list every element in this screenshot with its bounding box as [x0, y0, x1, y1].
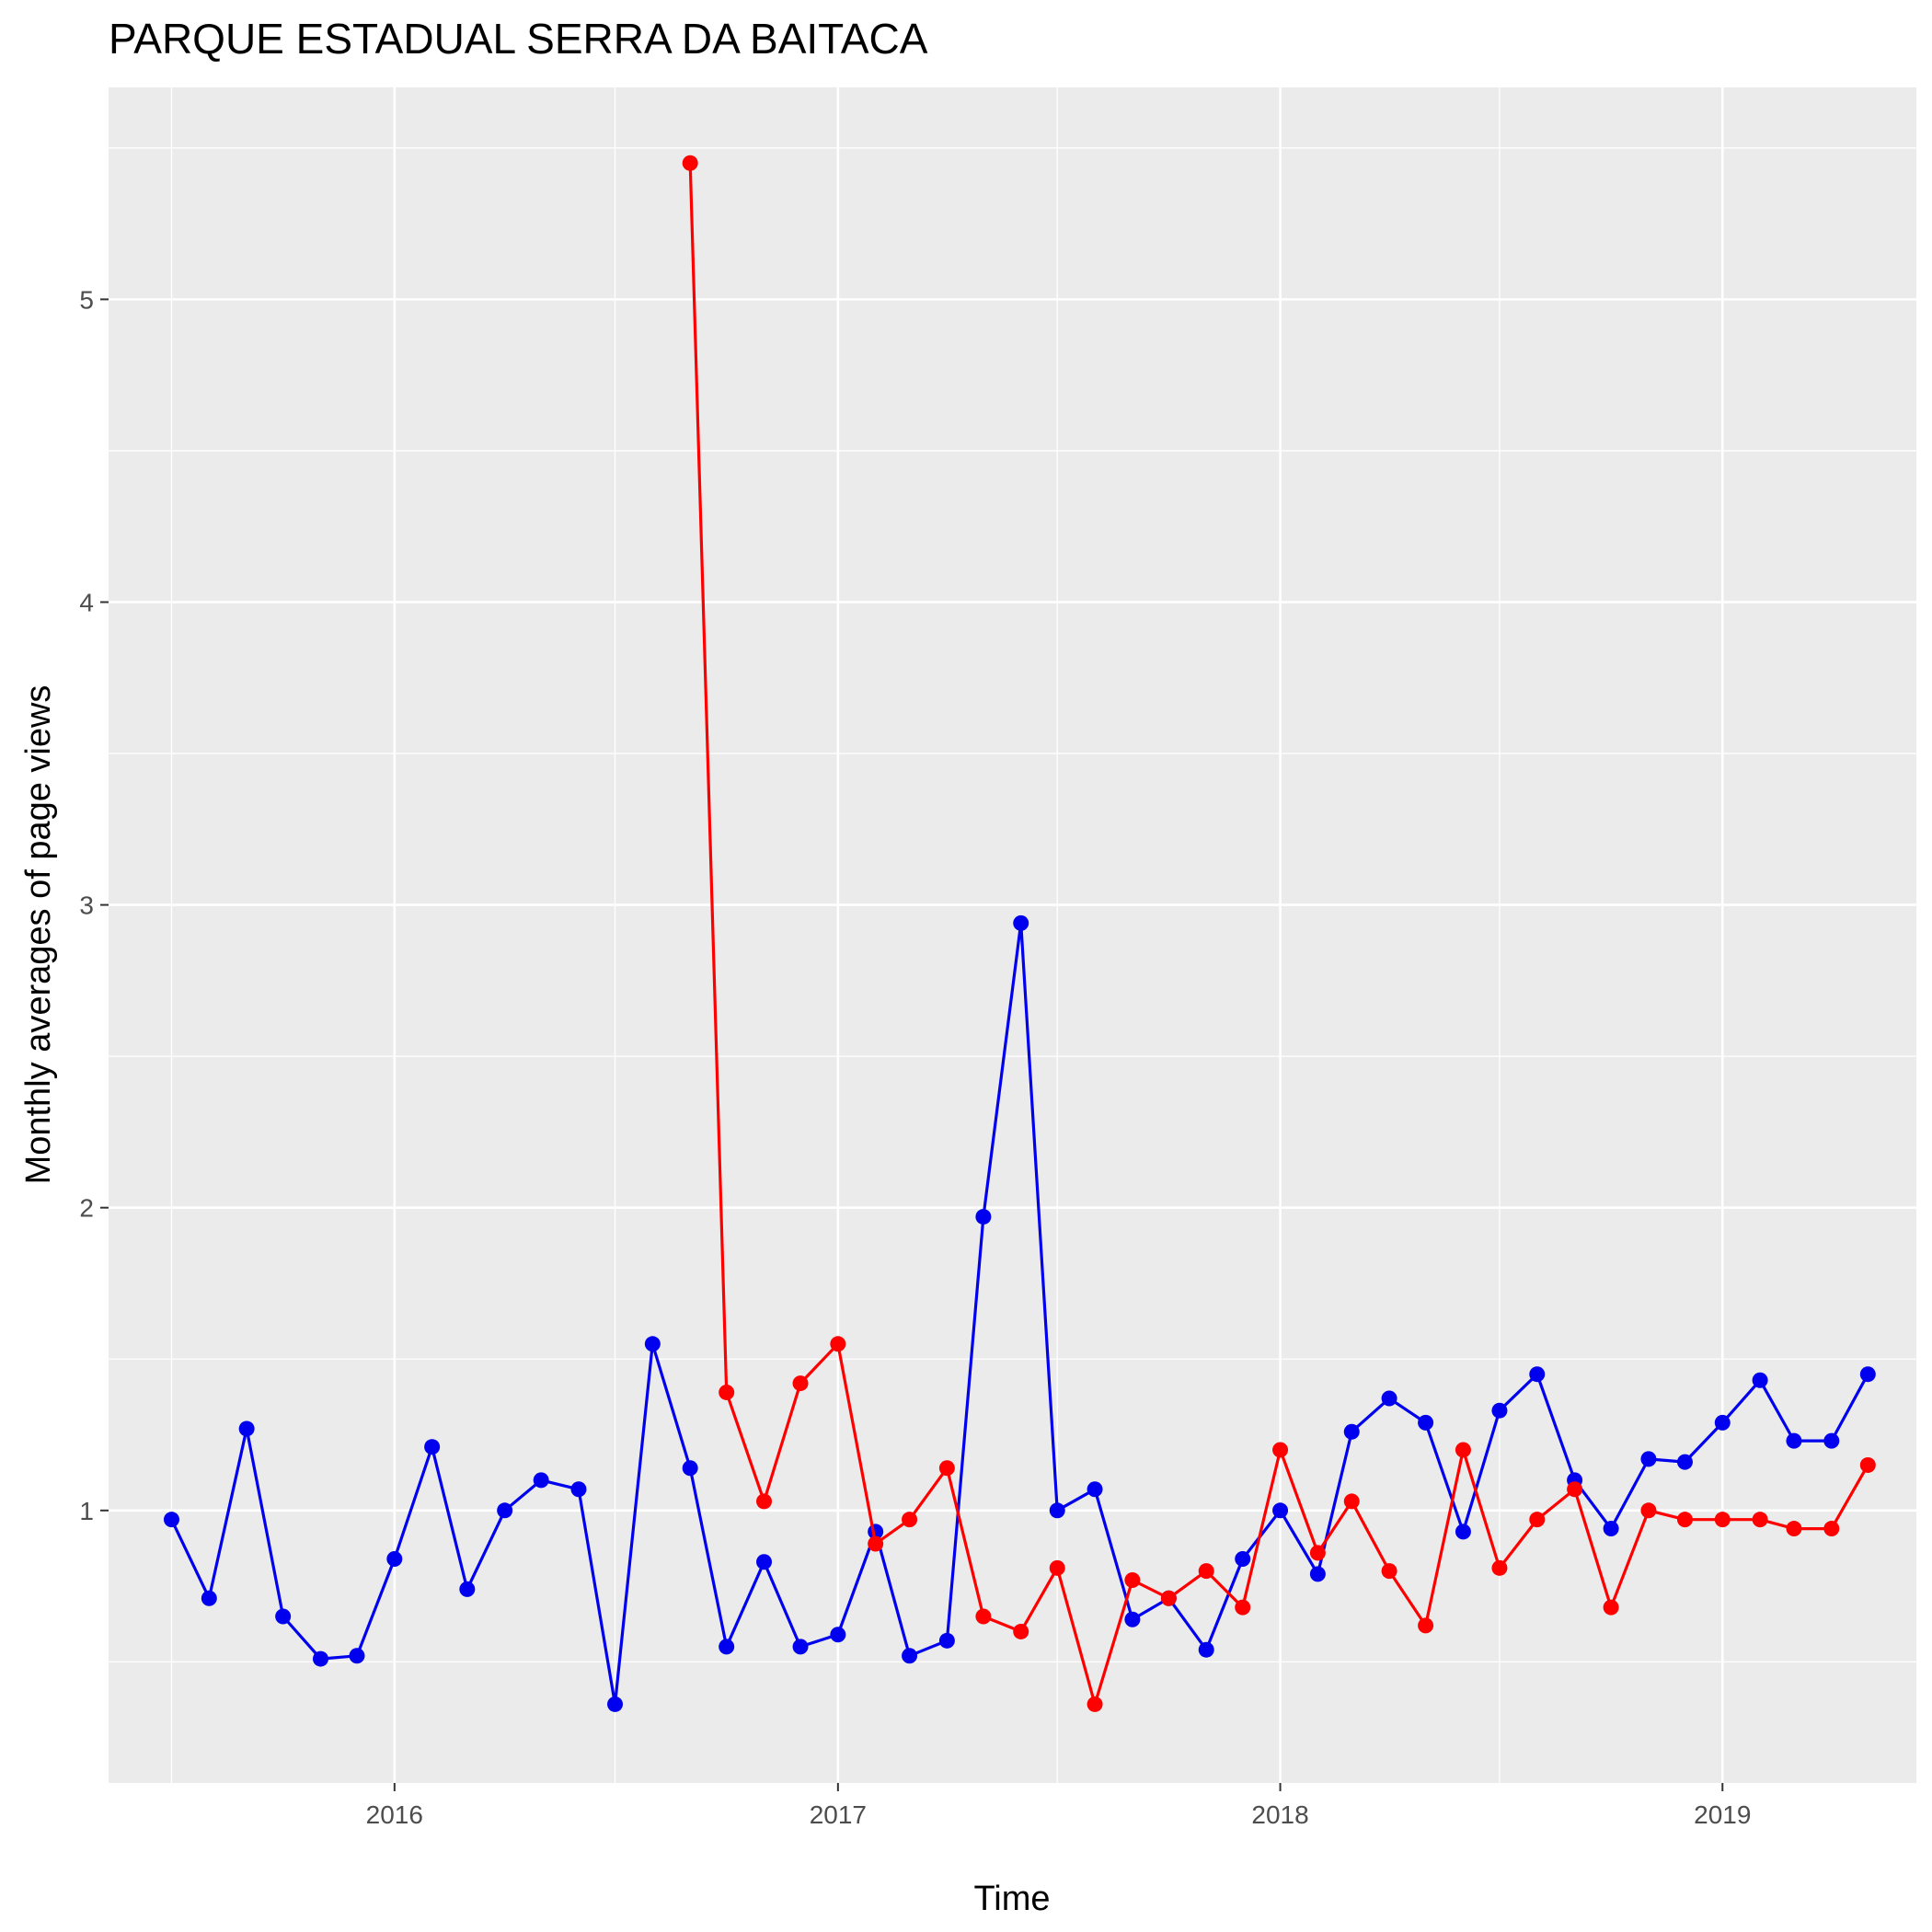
y-axis-title: Monthly averages of page views: [19, 685, 58, 1185]
data-point: [1013, 914, 1029, 931]
data-point: [868, 1535, 884, 1552]
data-point: [975, 1608, 992, 1625]
data-point: [1786, 1432, 1802, 1449]
data-point: [1235, 1599, 1251, 1616]
data-point: [1049, 1559, 1065, 1576]
data-point: [938, 1460, 955, 1477]
data-point: [1418, 1414, 1434, 1431]
data-point: [533, 1472, 549, 1489]
data-point: [1381, 1390, 1397, 1407]
data-point: [275, 1608, 292, 1625]
data-point: [1640, 1502, 1657, 1519]
data-point: [1455, 1442, 1471, 1458]
data-point: [902, 1648, 918, 1664]
data-point: [1235, 1550, 1251, 1567]
data-point: [1309, 1566, 1326, 1582]
data-point: [975, 1209, 992, 1225]
data-point: [201, 1590, 217, 1606]
y-tick-label: 2: [79, 1194, 94, 1223]
y-axis: 1 2 3 4 5: [79, 285, 109, 1525]
data-point: [682, 1460, 698, 1477]
data-point: [830, 1627, 846, 1643]
data-point: [756, 1493, 773, 1510]
data-point: [719, 1639, 735, 1655]
data-point: [1603, 1521, 1619, 1537]
series-layer: [163, 155, 1876, 1712]
data-point: [1343, 1493, 1360, 1510]
data-point: [312, 1650, 328, 1667]
data-point: [349, 1648, 365, 1664]
data-point: [1198, 1563, 1214, 1580]
data-point: [938, 1632, 955, 1649]
data-point: [1567, 1481, 1583, 1498]
data-point: [792, 1639, 809, 1655]
data-point: [1752, 1512, 1768, 1528]
data-point: [386, 1550, 403, 1567]
data-point: [1272, 1502, 1289, 1519]
data-point: [1640, 1451, 1657, 1467]
data-point: [1124, 1571, 1141, 1588]
data-point: [424, 1439, 441, 1455]
data-point: [570, 1481, 587, 1498]
data-point: [1124, 1611, 1141, 1627]
data-point: [1309, 1545, 1326, 1561]
data-point: [1714, 1414, 1731, 1431]
data-point: [497, 1502, 513, 1519]
data-point: [1049, 1502, 1065, 1519]
data-point: [1455, 1524, 1471, 1540]
data-point: [1087, 1481, 1103, 1498]
data-point: [1823, 1432, 1840, 1449]
data-point: [1160, 1590, 1177, 1606]
data-point: [1491, 1402, 1508, 1419]
y-tick-label: 1: [79, 1497, 94, 1525]
data-point: [1859, 1366, 1876, 1383]
data-point: [1603, 1599, 1619, 1616]
data-point: [1752, 1372, 1768, 1388]
data-point: [1272, 1442, 1289, 1458]
data-point: [1491, 1559, 1508, 1576]
x-tick-label: 2016: [366, 1800, 423, 1829]
x-tick-label: 2017: [810, 1800, 867, 1829]
x-tick-label: 2018: [1251, 1800, 1308, 1829]
series-2: [682, 155, 1876, 1712]
data-point: [1418, 1617, 1434, 1634]
data-point: [902, 1512, 918, 1528]
x-axis: 2016 2017 2018 2019: [366, 1783, 1751, 1829]
data-point: [792, 1375, 809, 1392]
data-point: [1676, 1454, 1693, 1470]
data-point: [1676, 1512, 1693, 1528]
data-point: [1714, 1512, 1731, 1528]
data-point: [682, 155, 698, 171]
data-point: [1087, 1696, 1103, 1712]
data-point: [719, 1384, 735, 1400]
data-point: [459, 1581, 476, 1597]
data-point: [1013, 1623, 1029, 1639]
data-point: [1343, 1423, 1360, 1440]
data-point: [1529, 1512, 1546, 1528]
data-point: [1198, 1641, 1214, 1658]
data-point: [238, 1420, 255, 1437]
y-tick-label: 3: [79, 891, 94, 920]
data-point: [607, 1696, 624, 1712]
data-point: [163, 1512, 179, 1528]
chart-title: PARQUE ESTADUAL SERRA DA BAITACA: [109, 15, 928, 63]
plot-panel: [109, 87, 1916, 1783]
data-point: [1859, 1456, 1876, 1473]
data-point: [1529, 1366, 1546, 1383]
data-point: [756, 1554, 773, 1570]
data-point: [1381, 1563, 1397, 1580]
data-point: [644, 1336, 661, 1352]
x-axis-title: Time: [973, 1880, 1050, 1918]
x-tick-label: 2019: [1694, 1800, 1751, 1829]
data-point: [1786, 1521, 1802, 1537]
y-tick-label: 4: [79, 588, 94, 616]
y-tick-label: 5: [79, 285, 94, 314]
data-point: [1823, 1521, 1840, 1537]
data-point: [830, 1336, 846, 1352]
